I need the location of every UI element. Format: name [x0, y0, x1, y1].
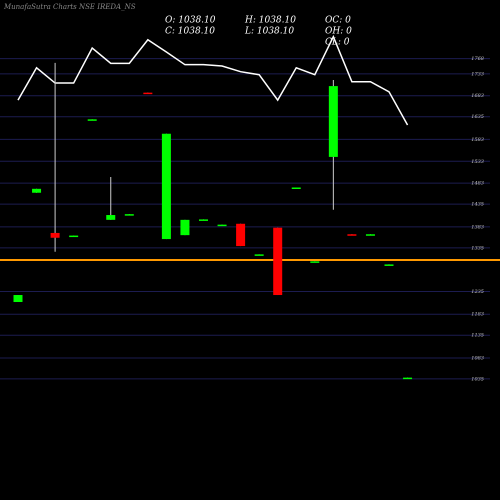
stat-label: H: 1038.10: [244, 16, 296, 26]
candle-body: [254, 254, 264, 256]
candle-body: [291, 187, 301, 189]
stat-label: L: 1038.10: [244, 27, 294, 37]
stat-label: CL: 0: [325, 38, 350, 48]
stat-label: C: 1038.10: [165, 27, 215, 37]
candle-body: [217, 224, 227, 227]
candle-body: [50, 232, 60, 238]
candle-body: [403, 377, 413, 380]
candle-body: [328, 86, 338, 157]
candle-body: [69, 235, 79, 238]
candle-body: [365, 234, 375, 236]
overlay-line: [17, 34, 409, 126]
y-tick-label: 1533: [471, 159, 484, 165]
y-tick-label: 1183: [471, 312, 484, 318]
stat-label: OC: 0: [325, 16, 351, 26]
y-tick-label: 1483: [471, 181, 484, 187]
y-tick-label: 1733: [471, 71, 484, 77]
candle-body: [310, 261, 320, 263]
candle-body: [32, 188, 42, 193]
candle-body: [161, 133, 171, 240]
candle-body: [13, 295, 23, 303]
candle-body: [180, 219, 190, 236]
y-tick-label: 1768: [471, 56, 484, 62]
candle-body: [199, 219, 208, 221]
candle-body: [124, 214, 134, 216]
y-tick-label: 1335: [471, 245, 484, 251]
candle-body: [347, 234, 357, 236]
y-tick-label: 1035: [471, 376, 484, 382]
y-tick-label: 1683: [471, 93, 484, 99]
candle-body: [273, 227, 283, 296]
y-tick-label: 1635: [471, 114, 484, 120]
candle-body: [143, 92, 153, 95]
y-tick-label: 1583: [471, 137, 484, 143]
candle-body: [236, 223, 246, 247]
stat-label: OH: 0: [325, 27, 352, 37]
candle-body: [106, 215, 116, 220]
chart-title: MunafaSutra Charts NSE IREDA_NS: [3, 3, 136, 11]
candle-body: [87, 119, 97, 121]
y-tick-label: 1083: [471, 355, 484, 361]
y-tick-label: 1135: [471, 333, 484, 339]
stat-label: O: 1038.10: [165, 16, 216, 26]
y-tick-label: 1435: [471, 202, 484, 208]
y-tick-label: 1235: [471, 289, 484, 295]
y-tick-label: 1383: [471, 224, 484, 230]
candle-body: [384, 264, 394, 266]
